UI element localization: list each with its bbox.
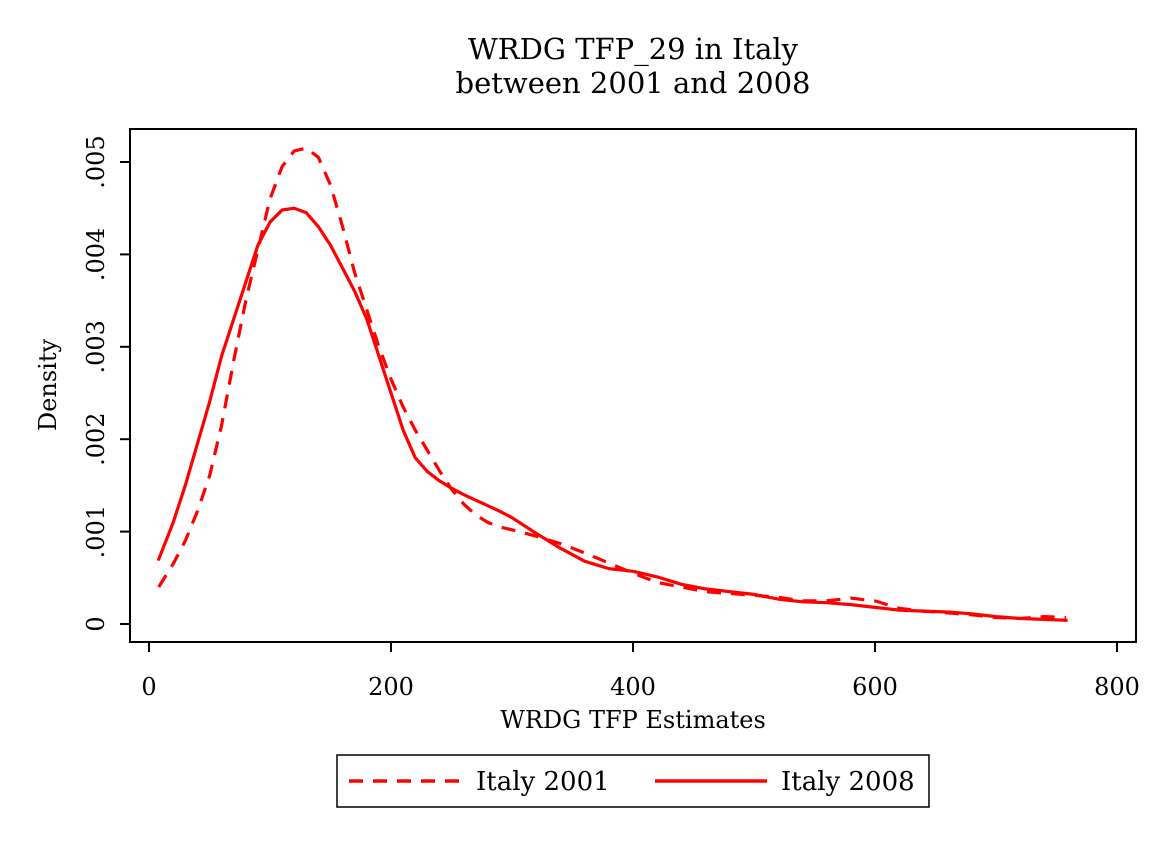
x-axis: 0 200 400 600 800 xyxy=(141,642,1140,701)
legend-label-italy-2001: Italy 2001 xyxy=(476,767,610,797)
y-tick-label: .001 xyxy=(82,505,110,558)
x-tick-label: 800 xyxy=(1094,673,1140,701)
legend-box xyxy=(336,754,930,808)
y-axis: 0 .001 .002 .003 .004 .005 xyxy=(82,135,130,632)
plot-area-frame xyxy=(129,128,1137,643)
x-tick-label: 600 xyxy=(852,673,898,701)
x-tick-label: 400 xyxy=(610,673,656,701)
y-tick-label: 0 xyxy=(82,616,110,631)
y-tick-label: .003 xyxy=(82,320,110,373)
y-tick-label: .004 xyxy=(82,228,110,281)
series-line-italy-2001 xyxy=(157,146,1067,621)
chart-subtitle: between 2001 and 2008 xyxy=(456,66,811,100)
chart-title: WRDG TFP_29 in Italy xyxy=(468,32,799,67)
legend-label-italy-2008: Italy 2008 xyxy=(781,767,915,797)
x-axis-title: WRDG TFP Estimates xyxy=(500,706,766,734)
y-tick-label: .005 xyxy=(82,135,110,188)
y-axis-title: Density xyxy=(34,339,62,432)
y-tick-label: .002 xyxy=(82,412,110,465)
x-tick-label: 0 xyxy=(141,673,156,701)
series-line-italy-2008 xyxy=(157,206,1068,622)
series-group xyxy=(157,146,1068,622)
x-tick-label: 200 xyxy=(368,673,414,701)
legend: Italy 2001 Italy 2008 xyxy=(336,754,930,808)
